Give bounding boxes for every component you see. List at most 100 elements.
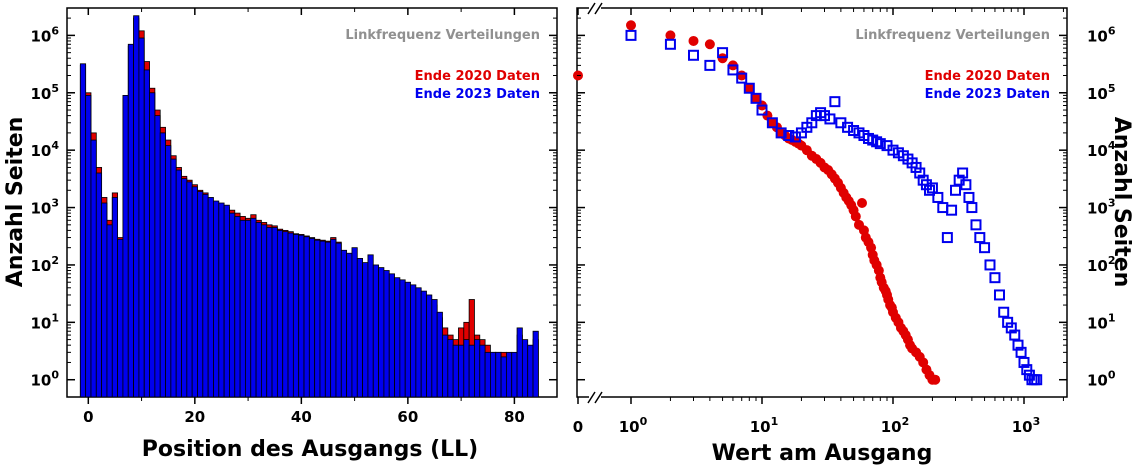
bar-2023-22 [202, 193, 209, 398]
bar-2023-53 [367, 254, 374, 398]
left-y-tick-label: 103 [30, 197, 59, 218]
point-2023 [1012, 339, 1024, 351]
right-x-ticks: 0 100 101 102 103 [573, 8, 1064, 436]
bar-2023-35 [271, 227, 278, 398]
bar-2023-34 [266, 227, 273, 398]
point-2023 [664, 38, 676, 50]
right-y-ticks: 100 101 102 103 104 105 106 [577, 7, 1116, 390]
right-x-tick-label: 100 [619, 415, 648, 436]
bar-2023-75 [484, 351, 491, 398]
point-2023 [736, 72, 748, 84]
right-x-axis-label: Wert am Ausgang [712, 441, 933, 466]
point-2023 [727, 64, 739, 76]
point-2020 [688, 35, 699, 46]
point-2023 [1009, 329, 1021, 341]
bar-2023-49 [346, 252, 353, 398]
left-legend-2020: Ende 2020 Daten [415, 69, 540, 84]
point-2020 [717, 53, 728, 64]
bar-2023-23 [207, 197, 214, 398]
point-2020 [930, 374, 941, 385]
point-2020 [704, 39, 715, 50]
point-2020 [857, 198, 868, 209]
bar-2023-66 [436, 311, 443, 398]
left-x-tick-label: 20 [184, 408, 205, 426]
bar-2023-8 [127, 43, 134, 398]
bar-2023-56 [383, 270, 390, 398]
left-x-tick-label: 60 [397, 408, 418, 426]
right-y-tick-label: 105 [1087, 82, 1116, 103]
left-y-tick-label: 101 [30, 311, 59, 332]
bar-2023-70 [458, 344, 465, 398]
point-2020 [850, 211, 861, 222]
point-2023 [914, 167, 926, 179]
bar-2023-5 [111, 197, 118, 398]
right-y-tick-label: 103 [1087, 197, 1116, 218]
point-2023 [924, 184, 936, 196]
point-2023 [842, 121, 854, 133]
bar-2023-54 [372, 264, 379, 398]
bar-2023-43 [314, 239, 321, 398]
point-2023 [979, 242, 991, 254]
bar-2023-17 [175, 169, 182, 398]
right-y-tick-label: 100 [1087, 369, 1116, 390]
point-2023 [941, 232, 953, 244]
bar-2023-57 [388, 273, 395, 398]
bar-2023-60 [404, 281, 411, 398]
bar-2023-0 [85, 95, 92, 398]
bar-2023-24 [213, 200, 220, 398]
right-legend-2020: Ende 2020 Daten [925, 69, 1050, 84]
bar-2023-84 [532, 330, 539, 398]
axis-break-bottom [587, 391, 603, 404]
bar-2023-80 [511, 351, 518, 398]
right-x-tick-label: 102 [881, 415, 910, 436]
bar-2023-26 [223, 204, 230, 398]
right-x-tick-label: 103 [1012, 415, 1041, 436]
right-point-layer [573, 20, 1043, 386]
right-x-tick-label: 101 [750, 415, 779, 436]
bar-2023-42 [308, 238, 316, 398]
point-2023 [688, 49, 699, 61]
point-2023 [743, 82, 755, 94]
bar-2023-32 [255, 222, 262, 398]
point-2023 [874, 138, 886, 150]
bar-2023-65 [431, 299, 438, 398]
bar-2023-50 [351, 247, 358, 398]
bar-2023-73 [474, 339, 481, 398]
point-2023 [993, 289, 1005, 301]
point-2023 [1021, 364, 1033, 376]
point-2023 [984, 259, 996, 271]
bar-2023-1 [90, 139, 97, 398]
left-y-tick-label: 104 [30, 139, 59, 160]
bar-2023-13 [154, 115, 161, 398]
left-y-axis-label: Anzahl Seiten [3, 117, 28, 288]
point-2023 [750, 92, 762, 104]
bar-2023-79 [505, 351, 513, 398]
bar-2023-58 [394, 277, 401, 398]
bar-2023-30 [245, 219, 252, 398]
bar-2023-38 [287, 232, 294, 398]
bar-2023-37 [282, 231, 289, 398]
right-y-tick-label: 106 [1087, 24, 1116, 45]
bar-2023-45 [324, 241, 332, 398]
left-legend-2023: Ende 2023 Daten [415, 87, 540, 102]
point-2023 [989, 272, 1001, 284]
point-2023 [1015, 346, 1027, 358]
bar-2023-81 [516, 327, 523, 398]
bar-2023-18 [181, 178, 188, 398]
point-2023 [625, 29, 637, 41]
left-y-tick-label: 105 [30, 82, 59, 103]
bar-2023-64 [426, 294, 433, 398]
bar-2023-72 [468, 344, 475, 398]
point-2023 [717, 47, 729, 59]
bar-2023-7 [122, 95, 129, 398]
point-2023 [998, 306, 1010, 318]
point-2023 [966, 202, 978, 214]
bar-2023-67 [442, 334, 449, 398]
bar-2023-40 [298, 234, 305, 398]
point-2023 [756, 104, 768, 116]
bar-2023-21 [197, 191, 204, 398]
point-2023 [920, 179, 932, 191]
point-2023 [824, 113, 836, 125]
point-2023 [1031, 374, 1043, 386]
left-x-tick-label: 0 [83, 408, 93, 426]
